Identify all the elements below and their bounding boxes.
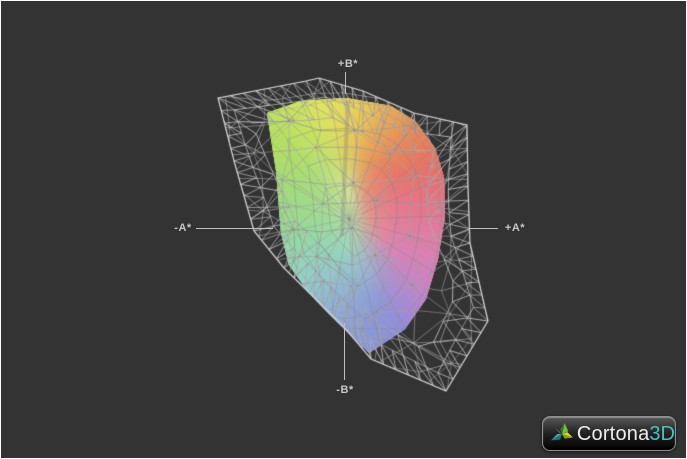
logo-text-3d: 3D [649,422,675,445]
axis-label-minus-a: -A* [174,222,192,234]
axis-line-plus-a [470,228,498,229]
logo-text-cortona: Cortona [576,422,650,445]
axis-line-minus-a [196,228,273,229]
axis-line-plus-b [345,72,346,94]
axis-label-plus-a: +A* [504,222,526,234]
axis-label-plus-b: +B* [337,58,359,70]
axis-label-minus-b: -B* [336,384,354,396]
cortona3d-logo[interactable]: Cortona 3D [542,416,676,451]
cortona3d-star-icon [550,422,573,440]
axis-line-minus-b [344,323,345,380]
